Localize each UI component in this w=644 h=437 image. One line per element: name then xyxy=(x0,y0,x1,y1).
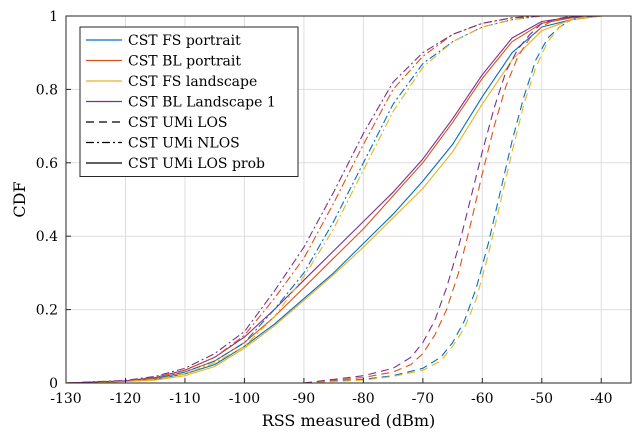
x-tick-label: -120 xyxy=(110,391,141,407)
legend-label: CST UMi LOS xyxy=(128,115,228,131)
legend-label: CST FS portrait xyxy=(128,33,241,49)
y-tick-label: 0.6 xyxy=(36,156,58,172)
legend-label: CST BL Landscape 1 xyxy=(128,95,276,111)
x-tick-label: -110 xyxy=(169,391,200,407)
legend: CST FS portrait CST BL portrait CST FS lan… xyxy=(79,26,299,177)
y-tick-label: 0 xyxy=(49,376,58,392)
series-line-cst-bl-landscape-1-los-prob xyxy=(65,15,626,384)
x-tick-label: -80 xyxy=(352,391,375,407)
series-line-cst-bl-landscape-1-los xyxy=(303,15,602,384)
y-axis-label: CDF xyxy=(10,181,29,217)
series-line-cst-fs-landscape-los xyxy=(303,15,614,384)
y-tick-label: 0.2 xyxy=(36,303,58,319)
legend-label: CST BL portrait xyxy=(128,54,241,70)
series-line-cst-bl-portrait-los xyxy=(303,15,602,384)
x-tick-label: -70 xyxy=(412,391,435,407)
x-tick-label: -40 xyxy=(590,391,613,407)
plot-frame xyxy=(65,15,632,384)
axis-ticks: -130 -120 -110 -100 -90 -80 -70 -60 -50 -40 0 0.2 0.… xyxy=(36,9,613,407)
x-tick-label: -90 xyxy=(293,391,316,407)
series-line-cst-fs-landscape-los-prob xyxy=(65,15,626,384)
x-tick-label: -100 xyxy=(229,391,260,407)
series-line-cst-fs-landscape-nlos xyxy=(65,15,602,384)
series-layer xyxy=(65,15,626,384)
series-line-cst-bl-landscape-1-nlos xyxy=(65,15,602,384)
legend-label: CST FS landscape xyxy=(128,74,257,90)
legend-label: CST UMi NLOS xyxy=(128,136,240,152)
x-tick-label: -130 xyxy=(50,391,81,407)
y-tick-label: 0.8 xyxy=(36,82,58,98)
legend-label: CST UMi LOS prob xyxy=(128,156,265,172)
x-tick-label: -60 xyxy=(471,391,494,407)
x-axis-label: RSS measured (dBm) xyxy=(262,411,436,430)
y-tick-label: 0.4 xyxy=(36,229,58,245)
y-tick-label: 1 xyxy=(49,9,58,25)
x-tick-label: -50 xyxy=(531,391,554,407)
